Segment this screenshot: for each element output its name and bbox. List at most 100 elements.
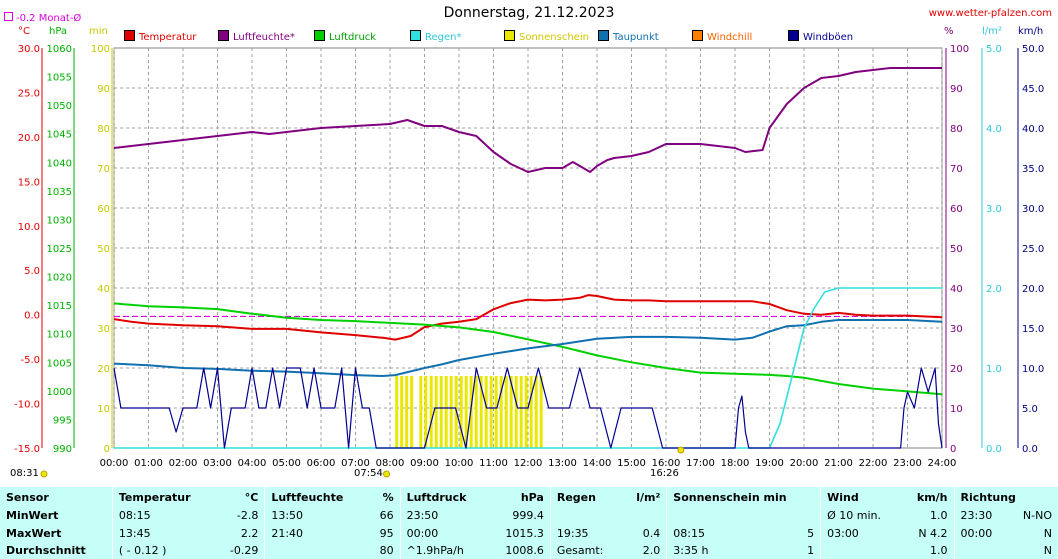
stats-cell: N: [1043, 526, 1052, 540]
weather-chart: 00:00 01:00 02:00 03:00 04:00 05:00 06:00 07:00…: [14, 44, 1044, 478]
humidity-tick-label: 100: [950, 44, 969, 55]
stats-cell: 80: [379, 543, 394, 557]
site-link[interactable]: www.wetter-pfalzen.com: [928, 8, 1052, 19]
legend-swatch: [410, 30, 421, 41]
humidity-tick-label: 90: [950, 84, 963, 95]
stats-cell: [776, 507, 821, 524]
x-tick-label: 14:00: [583, 458, 612, 469]
temperature-tick-label: 10.0: [18, 222, 40, 233]
stats-cell: 00:00: [399, 524, 489, 542]
stats-header: Sonnenschein min: [666, 487, 821, 508]
stats-cell: ( - 0.12 ): [111, 541, 215, 559]
unit-rain: l/m²: [982, 26, 1002, 37]
stats-row-label: MinWert: [6, 509, 59, 523]
sunshine-tick-label: 20: [97, 364, 110, 375]
sunshine-bar: [424, 376, 428, 448]
sunshine-tick-label: 80: [97, 124, 110, 135]
pressure-tick-label: 1060: [47, 44, 72, 55]
sun-icon: [40, 470, 48, 478]
wind-tick-label: 5.0: [1022, 404, 1038, 415]
legend-swatch: [218, 30, 229, 41]
x-tick-label: 06:00: [307, 458, 336, 469]
stats-cell: [622, 507, 667, 524]
stats-header: Regen: [549, 487, 623, 508]
x-tick-label: 16:00: [652, 458, 681, 469]
stats-cell: [953, 541, 1008, 559]
x-tick-label: 05:00: [272, 458, 301, 469]
sunset-icon: [677, 446, 685, 454]
x-tick-label: 04:00: [238, 458, 267, 469]
page-title: Donnerstag, 21.12.2023: [443, 5, 615, 21]
x-tick-label: 18:00: [721, 458, 750, 469]
pressure-tick-label: 1015: [47, 301, 72, 312]
sunshine-bar: [489, 376, 493, 448]
stats-cell: -2.8: [236, 509, 259, 523]
stats-cell: ^1.9hPa/h: [399, 541, 489, 559]
legend-windboeen: Windböen: [788, 30, 853, 43]
rain-tick-label: 0.0: [986, 444, 1002, 455]
rain-tick-label: 3.0: [986, 204, 1002, 215]
stats-cell: 13:45: [111, 524, 215, 542]
pressure-tick-label: 1035: [47, 187, 72, 198]
sunrise-time: 07:54: [354, 468, 383, 479]
legend-swatch: [788, 30, 799, 41]
temperature-tick-label: -15.0: [14, 444, 40, 455]
stats-cell: 19:35: [549, 524, 623, 542]
stats-header: Luftfeuchte: [264, 487, 368, 508]
stats-cell: 0.4: [642, 526, 661, 540]
wind-tick-label: 40.0: [1022, 124, 1044, 135]
sunshine-bar: [479, 376, 483, 448]
sunshine-tick-label: 90: [97, 84, 110, 95]
unit-wind: km/h: [1018, 26, 1044, 37]
stats-cell: 1.0: [930, 543, 948, 557]
stats-cell: 1.0: [930, 509, 948, 523]
stats-header: km/h: [916, 490, 948, 504]
sunshine-bar: [499, 376, 503, 448]
pressure-tick-label: 1010: [47, 330, 72, 341]
wind-tick-label: 10.0: [1022, 364, 1044, 375]
square-icon: [4, 12, 13, 21]
stats-cell: 08:15: [111, 507, 215, 525]
wind-tick-label: 25.0: [1022, 244, 1044, 255]
x-tick-label: 13:00: [548, 458, 577, 469]
legend-regen: Regen*: [410, 30, 462, 43]
humidity-tick-label: 80: [950, 124, 963, 135]
series-line-taupunkt: [113, 319, 943, 377]
legend-sonnenschein: Sonnenschein: [504, 30, 589, 43]
x-tick-label: 07:00: [341, 458, 370, 469]
stats-cell: 1008.6: [505, 543, 544, 557]
wind-tick-label: 35.0: [1022, 164, 1044, 175]
chart-legend: Temperatur Luftfeuchte* Luftdruck Regen*…: [120, 30, 880, 44]
stats-cell: 3:35 h: [666, 541, 776, 559]
pressure-tick-label: 995: [53, 415, 72, 426]
sunshine-bar: [519, 376, 523, 448]
wind-tick-label: 0.0: [1022, 444, 1038, 455]
stats-table: Sensor Temperatur °C Luftfeuchte % Luftd…: [0, 487, 1058, 559]
stats-cell: 999.4: [512, 509, 544, 523]
x-tick-label: 15:00: [617, 458, 646, 469]
legend-swatch: [314, 30, 325, 41]
stats-cell: 23:30: [953, 507, 1008, 525]
humidity-tick-label: 50: [950, 244, 963, 255]
sunshine-tick-label: 70: [97, 164, 110, 175]
temperature-tick-label: 25.0: [18, 88, 40, 99]
sunshine-bar: [439, 376, 443, 448]
sunshine-tick-label: 40: [97, 284, 110, 295]
series-line-windböen: [113, 367, 943, 449]
unit-sunshine: min: [89, 26, 108, 37]
wind-tick-label: 45.0: [1022, 84, 1044, 95]
sunrise-icon: [383, 470, 391, 478]
stats-cell: 00:00: [953, 524, 1008, 542]
stats-row-max: MaxWert 13:45 2.2 21:40 95 00:00 1015.3 …: [0, 524, 1058, 542]
series-line-luftfeuchte: [113, 67, 942, 173]
stats-header-row: Sensor Temperatur °C Luftfeuchte % Luftd…: [0, 487, 1058, 508]
x-tick-label: 17:00: [686, 458, 715, 469]
sunshine-bar: [459, 376, 463, 448]
x-tick-label: 11:00: [479, 458, 508, 469]
temperature-tick-label: 5.0: [24, 266, 40, 277]
sunshine-bar: [524, 376, 528, 448]
stats-cell: [666, 507, 776, 525]
temperature-tick-label: 20.0: [18, 133, 40, 144]
pressure-tick-label: 1005: [47, 358, 72, 369]
sunshine-tick-label: 60: [97, 204, 110, 215]
